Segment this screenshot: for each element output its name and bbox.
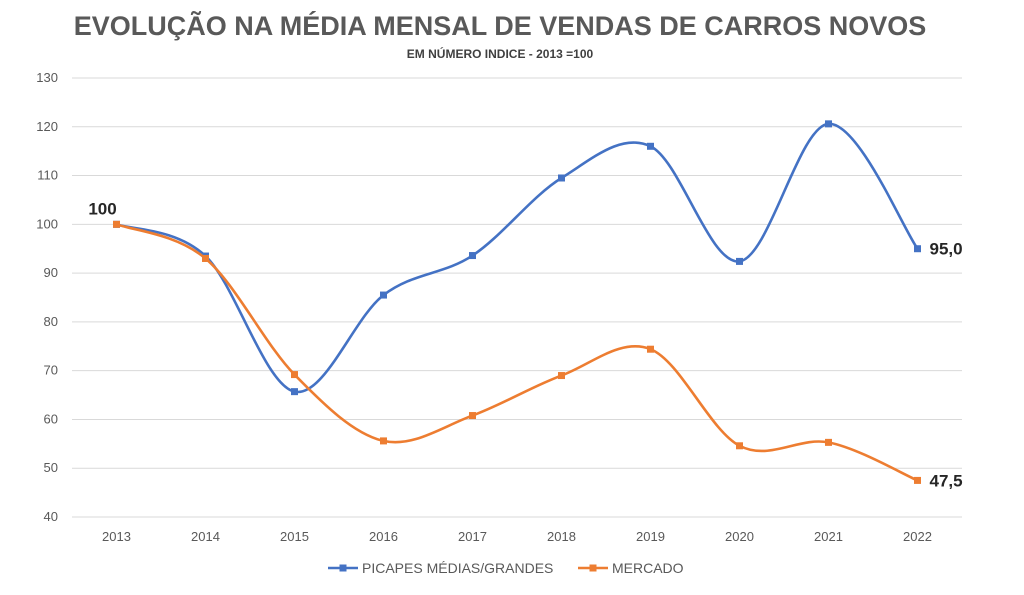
data-point-marker	[202, 254, 209, 262]
data-point-marker	[113, 220, 120, 228]
series-line	[116, 223, 919, 482]
data-label: 95,0	[930, 240, 963, 259]
legend-item: MERCADO	[578, 560, 684, 576]
y-tick-label: 70	[44, 363, 58, 378]
data-point-marker	[558, 174, 565, 182]
y-tick-label: 80	[44, 314, 58, 329]
data-point-marker	[380, 291, 387, 299]
x-axis-ticks: 2013 2014 2015 2016 2017 2018 2019 2020 2021 2022	[102, 529, 932, 544]
x-tick-label: 2017	[458, 529, 487, 544]
data-point-marker	[469, 412, 476, 420]
legend-label: MERCADO	[612, 560, 684, 576]
x-tick-label: 2020	[725, 529, 754, 544]
data-point-marker	[736, 442, 743, 450]
chart-title: EVOLUÇÃO NA MÉDIA MENSAL DE VENDAS DE CA…	[74, 10, 927, 41]
data-point-marker	[291, 388, 298, 396]
x-tick-label: 2018	[547, 529, 576, 544]
data-labels: 100 95,0 47,5	[88, 199, 962, 490]
x-tick-label: 2013	[102, 529, 131, 544]
data-point-marker	[469, 252, 476, 260]
y-tick-label: 50	[44, 460, 58, 475]
y-tick-label: 120	[36, 119, 58, 134]
y-tick-label: 60	[44, 411, 58, 426]
x-tick-label: 2022	[903, 529, 932, 544]
data-label: 100	[88, 199, 116, 218]
series-0	[113, 120, 921, 396]
x-tick-label: 2021	[814, 529, 843, 544]
y-tick-label: 40	[44, 509, 58, 524]
data-point-marker	[914, 476, 921, 484]
x-tick-label: 2015	[280, 529, 309, 544]
data-point-marker	[291, 371, 298, 379]
data-point-marker	[736, 257, 743, 265]
x-tick-label: 2019	[636, 529, 665, 544]
data-point-marker	[825, 438, 832, 446]
chart-subtitle: EM NÚMERO INDICE - 2013 =100	[407, 46, 594, 61]
y-tick-label: 110	[37, 168, 58, 183]
series-1	[113, 220, 921, 484]
y-axis-ticks: 40 50 60 70 80 90 100 110 120 130	[36, 70, 58, 524]
y-tick-label: 100	[36, 216, 58, 231]
data-point-marker	[647, 345, 654, 353]
x-tick-label: 2016	[369, 529, 398, 544]
y-tick-label: 130	[36, 70, 58, 85]
data-label: 47,5	[930, 471, 963, 490]
legend-label: PICAPES MÉDIAS/GRANDES	[362, 560, 553, 576]
data-point-marker	[914, 245, 921, 253]
legend: PICAPES MÉDIAS/GRANDES MERCADO	[328, 560, 684, 576]
y-tick-label: 90	[44, 265, 58, 280]
gridlines	[72, 77, 962, 518]
data-point-marker	[558, 372, 565, 380]
data-point-marker	[825, 120, 832, 128]
x-tick-label: 2014	[191, 529, 220, 544]
data-point-marker	[380, 437, 387, 445]
legend-swatch-marker	[339, 564, 347, 572]
data-point-marker	[647, 142, 654, 150]
legend-item: PICAPES MÉDIAS/GRANDES	[328, 560, 553, 576]
legend-swatch-marker	[589, 564, 597, 572]
series-layer	[113, 120, 921, 484]
series-line	[116, 122, 919, 393]
